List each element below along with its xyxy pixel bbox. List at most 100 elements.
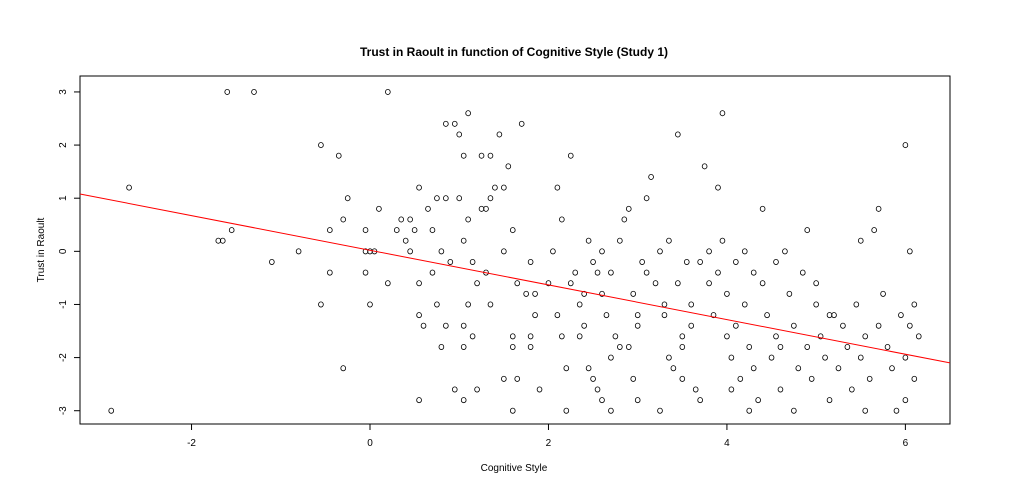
data-point — [429, 227, 436, 234]
data-point — [251, 88, 257, 95]
data-point — [648, 173, 654, 180]
data-point — [889, 365, 895, 372]
data-point — [759, 280, 766, 287]
data-point — [853, 301, 860, 308]
data-point — [746, 407, 753, 414]
data-point — [402, 237, 409, 244]
data-point — [518, 120, 525, 127]
data-point — [563, 407, 570, 414]
x-axis-label: Cognitive Style — [481, 463, 548, 474]
data-point — [688, 322, 695, 329]
data-point — [893, 407, 900, 414]
data-point — [911, 375, 918, 382]
data-point — [443, 195, 449, 202]
data-point — [666, 237, 672, 244]
data-point — [496, 131, 503, 138]
data-point — [385, 88, 391, 95]
x-tick-label: 6 — [903, 438, 909, 449]
data-point — [594, 386, 601, 393]
data-point — [438, 248, 445, 255]
data-point — [514, 375, 521, 382]
data-point — [362, 269, 369, 276]
data-point — [612, 333, 619, 340]
data-point — [907, 248, 913, 255]
data-point — [362, 227, 369, 234]
data-point — [608, 407, 614, 414]
x-tick-label: 0 — [367, 438, 373, 449]
data-point — [768, 354, 775, 361]
data-point — [576, 301, 583, 308]
data-point — [581, 290, 587, 297]
data-point — [701, 163, 708, 170]
data-point — [679, 343, 686, 350]
data-point — [599, 248, 605, 255]
data-point — [634, 312, 641, 319]
data-point — [750, 365, 757, 372]
data-point — [295, 248, 302, 255]
data-point — [866, 375, 873, 382]
data-point — [460, 322, 467, 329]
data-point — [652, 280, 659, 287]
data-point — [719, 110, 726, 117]
data-point — [915, 333, 922, 340]
data-point — [451, 386, 458, 393]
data-point — [808, 375, 815, 382]
data-point — [741, 301, 748, 308]
data-point — [594, 269, 601, 276]
data-point — [875, 205, 882, 212]
y-tick-label: 3 — [58, 89, 69, 95]
y-tick-label: 1 — [58, 195, 69, 201]
data-point — [487, 301, 494, 308]
data-point — [759, 205, 766, 212]
data-point — [483, 205, 489, 212]
data-point — [385, 280, 391, 287]
data-point — [666, 354, 672, 361]
data-point — [318, 142, 324, 149]
data-point — [826, 397, 833, 404]
x-tick-label: 2 — [546, 438, 552, 449]
data-point — [416, 184, 422, 191]
data-point — [773, 258, 779, 265]
data-point — [585, 365, 592, 372]
data-point — [545, 280, 552, 287]
y-tick-label: -3 — [58, 406, 69, 415]
data-point — [327, 227, 333, 234]
data-point — [657, 407, 663, 414]
x-tick-label: -2 — [187, 438, 196, 449]
data-point — [474, 280, 480, 287]
data-point — [625, 343, 632, 350]
data-point — [715, 269, 721, 276]
data-point — [451, 120, 458, 127]
data-point — [527, 343, 534, 350]
data-point — [572, 269, 579, 276]
data-point — [465, 110, 471, 117]
data-point — [813, 301, 819, 308]
data-point — [420, 322, 427, 329]
data-point — [474, 386, 480, 393]
data-point — [219, 237, 226, 244]
data-point — [501, 248, 507, 255]
y-tick-label: 2 — [58, 142, 69, 148]
data-point — [643, 195, 650, 202]
data-point — [465, 216, 471, 223]
data-point — [460, 152, 467, 159]
data-point — [509, 343, 516, 350]
data-point — [675, 280, 681, 287]
data-point — [411, 227, 418, 234]
data-point — [683, 258, 690, 265]
data-point — [737, 375, 744, 382]
regression-line — [79, 193, 951, 364]
data-point — [532, 290, 538, 297]
data-point — [599, 397, 605, 404]
data-point — [777, 386, 784, 393]
data-point — [469, 258, 476, 265]
data-point — [697, 258, 703, 265]
data-point — [460, 343, 467, 350]
data-point — [657, 248, 663, 255]
data-point — [661, 301, 668, 308]
data-point — [456, 131, 463, 138]
data-point — [228, 227, 235, 234]
data-point — [634, 322, 641, 329]
data-point — [617, 343, 623, 350]
data-point — [126, 184, 132, 191]
